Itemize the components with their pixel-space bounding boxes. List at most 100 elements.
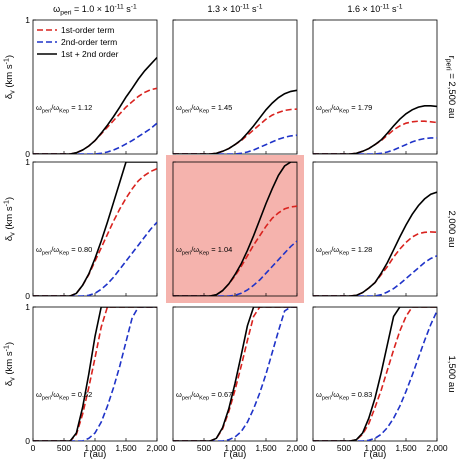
x-tick-label: 500: [57, 443, 71, 453]
series-line-1st-order-term: [313, 120, 437, 154]
text-run: -11: [240, 4, 250, 11]
text-run: ): [4, 55, 15, 58]
text-run: Kep: [199, 396, 209, 402]
text-run: v: [9, 377, 17, 381]
text-run: -1: [257, 4, 263, 11]
y-tick-label: 1: [25, 302, 30, 312]
text-run: Kep: [339, 396, 349, 402]
highlight-background: [166, 155, 304, 303]
x-tick-label: 0: [31, 443, 36, 453]
x-tick-label: 1,000: [364, 443, 386, 453]
text-run: peri: [445, 59, 453, 71]
panel-r2-c0: 0 1 0 500 1,000 1,500 2,000 ωperi/ωKep = 0.52: [25, 302, 168, 453]
ratio-annotation: ωperi/ωKep = 1.12: [36, 103, 92, 115]
ratio-annotation: ωperi/ωKep = 0.83: [316, 390, 372, 402]
series-line-1st-order-term: [33, 87, 157, 154]
series-line-2nd-order-term: [313, 310, 437, 441]
panel-frame: [312, 306, 438, 442]
panel-frame: [32, 306, 158, 442]
text-run: ω: [176, 390, 182, 399]
text-run: ω: [316, 390, 322, 399]
text-run: ): [4, 197, 15, 200]
text-run: Kep: [199, 109, 209, 115]
panel-frame: [312, 19, 438, 155]
legend: 1st-order term 2nd-order term 1st + 2nd or…: [37, 25, 119, 59]
series-line-1st-2nd-order: [173, 162, 297, 296]
y-axis-label: δv (km s-1): [3, 342, 17, 386]
text-run: r: [446, 56, 457, 59]
text-run: ω: [176, 103, 182, 112]
text-run: /ω: [51, 103, 59, 112]
text-run: 1,500 au: [446, 356, 457, 393]
y-tick-label: 1: [25, 15, 30, 25]
series-line-2nd-order-term: [173, 307, 297, 441]
x-tick-label: 1,500: [395, 443, 417, 453]
text-run: ω: [176, 245, 182, 254]
text-run: = 1.28: [349, 245, 372, 254]
text-run: -1: [3, 58, 11, 64]
column-title: 1.6 × 10-11 s-1: [347, 4, 402, 15]
x-tick-label: 2,000: [146, 443, 168, 453]
y-tick-label: 0: [25, 291, 30, 301]
panel-r0-c2: ωperi/ωKep = 1.79: [312, 19, 438, 155]
text-run: -11: [115, 4, 125, 11]
series-line-1st-2nd-order: [173, 307, 297, 441]
x-axis-label: r (au): [364, 449, 387, 460]
text-run: Kep: [59, 251, 69, 257]
y-axis-label: δv (km s-1): [3, 197, 17, 241]
text-run: -1: [3, 345, 11, 351]
x-tick-label: 1,000: [224, 443, 246, 453]
text-run: 2,000 au: [446, 211, 457, 248]
series-line-1st-2nd-order: [173, 89, 297, 154]
series-line-1st-2nd-order: [313, 307, 437, 441]
text-run: = 1.45: [209, 103, 232, 112]
text-run: ω: [36, 103, 42, 112]
series-line-2nd-order-term: [33, 307, 157, 441]
text-run: peri: [182, 396, 191, 402]
text-run: = 1.12: [69, 103, 92, 112]
text-run: /ω: [191, 245, 199, 254]
x-tick-label: 500: [197, 443, 211, 453]
ratio-annotation: ωperi/ωKep = 1.28: [316, 245, 372, 257]
text-run: δ: [4, 236, 15, 241]
text-run: -1: [397, 4, 403, 11]
y-axis-label: δv (km s-1): [3, 55, 17, 99]
text-run: -1: [3, 200, 11, 206]
text-run: peri: [42, 396, 51, 402]
series-line-1st-2nd-order: [33, 307, 157, 441]
series-line-1st-order-term: [313, 231, 437, 296]
text-run: /ω: [191, 390, 199, 399]
legend-label: 1st + 2nd order: [61, 49, 119, 59]
text-run: = 0.52: [69, 390, 92, 399]
series-line-1st-order-term: [173, 307, 297, 441]
y-tick-label: 0: [25, 436, 30, 446]
text-run: ): [4, 342, 15, 345]
column-title: 1.3 × 10-11 s-1: [207, 4, 262, 15]
text-run: s: [390, 4, 398, 14]
text-run: Kep: [59, 109, 69, 115]
panel-r1-c1: ωperi/ωKep = 1.04: [166, 155, 304, 303]
text-run: peri: [322, 109, 331, 115]
text-run: = 0.80: [69, 245, 92, 254]
text-run: peri: [42, 109, 51, 115]
legend-label: 1st-order term: [61, 25, 114, 35]
row-label: 1,500 au: [446, 356, 457, 393]
ratio-annotation: ωperi/ωKep = 1.79: [316, 103, 372, 115]
legend-label: 2nd-order term: [61, 37, 117, 47]
text-run: (km s: [4, 351, 15, 377]
text-run: /ω: [331, 245, 339, 254]
x-tick-label: 1,500: [255, 443, 277, 453]
text-run: (km s: [4, 64, 15, 90]
x-axis-label: r (au): [224, 449, 247, 460]
ratio-annotation: ωperi/ωKep = 0.67: [176, 390, 232, 402]
panel-r1-c2: ωperi/ωKep = 1.28: [312, 161, 438, 297]
text-run: ω: [316, 245, 322, 254]
text-run: ω: [53, 4, 60, 14]
text-run: = 2,500 au: [446, 71, 457, 119]
text-run: peri: [182, 251, 191, 257]
x-tick-label: 0: [171, 443, 176, 453]
series-line-2nd-order-term: [313, 255, 437, 296]
series-line-1st-2nd-order: [33, 56, 157, 154]
text-run: = 1.79: [349, 103, 372, 112]
